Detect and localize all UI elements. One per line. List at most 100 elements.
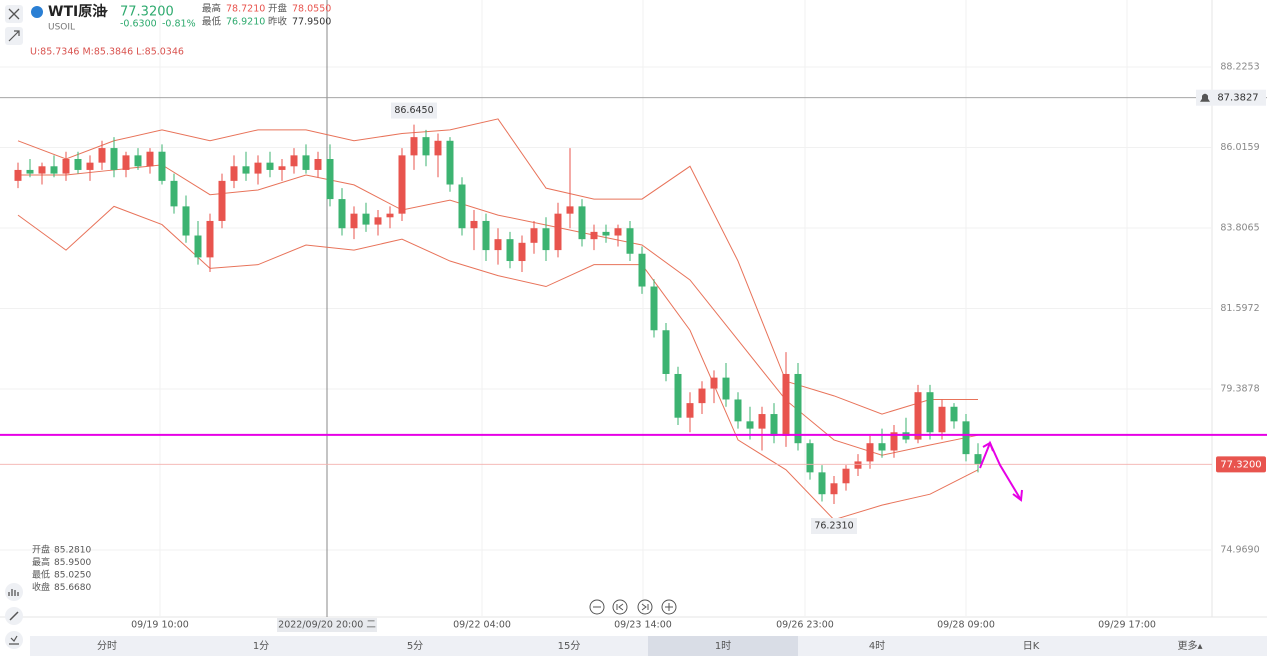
candle-body <box>554 213 562 251</box>
candle-body <box>374 217 382 225</box>
candle-body <box>650 286 658 331</box>
icon <box>665 603 673 611</box>
high-label: 86.6450 <box>394 105 433 116</box>
candle-body <box>794 373 802 444</box>
y-tick-label: 74.9690 <box>1220 544 1259 555</box>
info-label: 收盘 <box>32 581 50 593</box>
candle-body <box>26 169 34 174</box>
stat-label: 最低 <box>202 16 222 28</box>
candle-body <box>866 443 874 462</box>
y-tick-label: 88.2253 <box>1220 61 1259 72</box>
candle-body <box>758 414 766 429</box>
candle-body <box>386 213 394 218</box>
info-value: 85.9500 <box>54 558 91 568</box>
info-label: 最高 <box>32 556 50 568</box>
x-tick-label: 09/26 23:00 <box>776 620 834 631</box>
candle-body <box>266 162 274 170</box>
stat-label: 最高 <box>202 3 221 15</box>
reference-label: 87.3827 <box>1217 93 1258 104</box>
x-tick-label: 09/29 17:00 <box>1098 620 1156 631</box>
pen-icon <box>9 611 19 621</box>
candle-body <box>134 155 142 167</box>
candle-body <box>710 377 718 389</box>
candle-body <box>734 399 742 422</box>
candle-body <box>590 231 598 240</box>
symbol-title[interactable]: WTI原油 <box>48 3 106 20</box>
low-label-bg <box>811 518 857 535</box>
step-back[interactable] <box>612 599 628 615</box>
tab[interactable]: 15分 <box>558 640 581 652</box>
stat-value: 78.0550 <box>292 4 331 15</box>
x-tick-label: 09/23 14:00 <box>614 620 672 631</box>
tab[interactable]: 4时 <box>869 640 885 652</box>
change-pct: -0.81% <box>162 19 196 30</box>
bars-icon <box>8 589 19 596</box>
candle-body <box>626 228 634 254</box>
candle-body <box>398 155 406 214</box>
candle-body <box>698 388 706 404</box>
candle-body <box>74 159 82 170</box>
candle-body <box>458 184 466 229</box>
stat-label: 昨收 <box>268 16 288 28</box>
tab[interactable]: 5分 <box>407 640 423 652</box>
indicator-values: U:85.7346 M:85.3846 L:85.0346 <box>30 47 184 58</box>
candle-body <box>254 162 262 174</box>
low-label: 76.2310 <box>814 521 853 532</box>
tool-button[interactable] <box>5 583 23 601</box>
tab[interactable]: 1分 <box>253 640 269 652</box>
candle-body <box>662 330 670 374</box>
candle-body <box>530 228 538 243</box>
candle-body <box>182 206 190 236</box>
band-upper <box>17 118 978 415</box>
expand-icon <box>8 30 20 42</box>
candle-body <box>314 159 322 170</box>
candle-body <box>50 166 58 174</box>
tab[interactable]: 更多▴ <box>1177 639 1202 652</box>
stat-label: 开盘 <box>268 3 288 15</box>
y-tick-label: 79.3878 <box>1220 383 1259 394</box>
candle-body <box>350 213 358 229</box>
candle-body <box>146 151 154 167</box>
candle-body <box>722 377 730 400</box>
candle-body <box>782 373 790 436</box>
dropdown-arrow[interactable] <box>102 10 108 14</box>
candle-body <box>86 162 94 170</box>
candle-body <box>518 242 526 262</box>
candle-body <box>242 166 250 174</box>
candle-body <box>422 137 430 156</box>
info-panel: 开盘 85.2810 最高 85.9500 最低 85.0250 收盘 85.6680 <box>32 544 91 594</box>
candle-body <box>122 155 130 170</box>
drawn-arrow <box>979 440 1022 501</box>
tab[interactable]: 日K <box>1023 641 1040 652</box>
step-forward[interactable] <box>637 599 653 615</box>
candle-body <box>278 166 286 170</box>
reference-label-bg <box>1196 89 1266 106</box>
arrow-head <box>982 441 1023 502</box>
plot <box>14 118 982 521</box>
candle-body <box>230 166 238 181</box>
candle-body <box>854 461 862 469</box>
last-price: 77.3200 <box>120 5 174 20</box>
candle-body <box>962 421 970 455</box>
candle-body <box>62 159 70 174</box>
candle-body <box>482 220 490 251</box>
candle-body <box>974 454 982 465</box>
candle-body <box>326 159 334 200</box>
y-tick-label: 83.8065 <box>1220 222 1259 233</box>
zoom-in[interactable] <box>661 599 677 615</box>
candle-body <box>218 180 226 221</box>
candle-body <box>506 239 514 262</box>
candle-body <box>98 148 106 163</box>
tab[interactable]: 1时 <box>715 640 731 652</box>
info-label: 最低 <box>32 569 50 581</box>
crosshair-label-bg <box>277 618 377 632</box>
candle-body <box>842 468 850 484</box>
candle-body <box>542 228 550 251</box>
candle-body <box>206 220 214 258</box>
tab[interactable]: 分时 <box>97 640 117 652</box>
stat-value: 76.9210 <box>226 17 265 28</box>
tabs: 分时 1分 5分 15分 1时 4时 日K 更多▴ <box>97 636 1203 656</box>
candle-body <box>38 166 46 174</box>
zoom-out[interactable] <box>589 599 605 615</box>
